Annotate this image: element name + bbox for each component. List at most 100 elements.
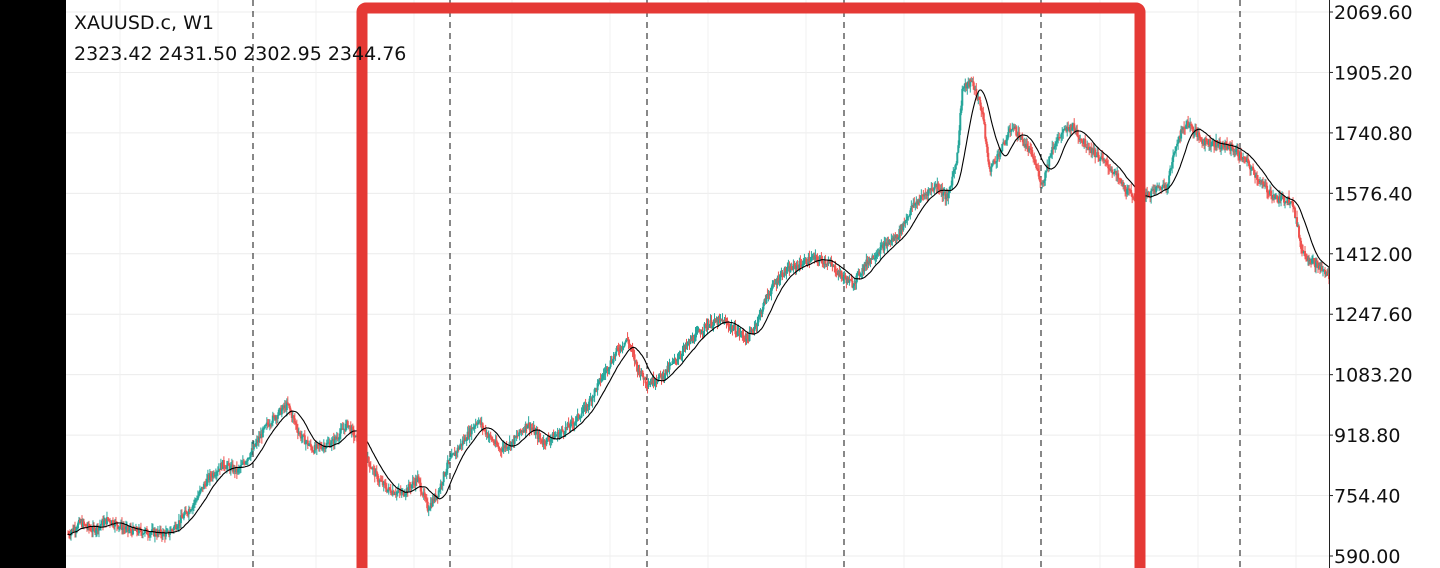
candle-body: [886, 242, 889, 247]
candle-body: [400, 491, 403, 494]
candle-body: [1034, 159, 1037, 164]
candle-body: [586, 404, 589, 407]
candle-body: [261, 428, 264, 438]
candle-body: [872, 255, 875, 259]
candle-body: [1209, 139, 1212, 147]
candle-body: [298, 432, 301, 434]
candle-body: [329, 444, 332, 447]
candle-body: [1243, 156, 1246, 158]
candle-body: [550, 437, 553, 440]
candle-body: [693, 340, 696, 342]
candle-body: [121, 527, 124, 531]
candle-body: [418, 479, 421, 483]
candle-body: [526, 425, 529, 429]
candle-body: [547, 437, 550, 440]
candle-body: [951, 176, 954, 186]
candle-body: [386, 489, 389, 492]
candle-body: [1263, 183, 1266, 187]
candle-body: [352, 429, 355, 437]
candle-body: [680, 355, 683, 357]
candle-body: [402, 491, 405, 496]
candle-body: [191, 505, 194, 509]
candle-body: [749, 331, 752, 333]
candle-body: [1290, 201, 1293, 204]
candle-body: [169, 529, 172, 533]
candle-body: [368, 462, 371, 468]
candle-body: [824, 260, 827, 265]
candle-body: [92, 526, 95, 528]
candle-body: [559, 431, 562, 434]
candle-body: [614, 352, 617, 357]
candle-body: [150, 529, 153, 533]
candle-body: [948, 190, 951, 194]
candle-body: [437, 490, 440, 498]
candle-body: [1220, 147, 1223, 149]
candle-body: [472, 426, 475, 429]
candle-body: [1010, 130, 1013, 132]
candle-body: [111, 520, 114, 526]
candle-body: [1067, 127, 1070, 129]
header-separator: ,: [171, 12, 184, 34]
candle-body: [992, 160, 995, 164]
candle-body: [190, 508, 193, 510]
candle-body: [969, 79, 972, 87]
candle-body: [404, 493, 407, 496]
candle-body: [344, 423, 347, 431]
candle-body: [613, 356, 616, 358]
candle-body: [87, 523, 90, 529]
candle-body: [1165, 185, 1168, 189]
candle-body: [686, 343, 689, 347]
candle-body: [75, 528, 78, 530]
price-axis[interactable]: 2069.60 1905.20 1740.80 1576.40 1412.00 1247.…: [1329, 2, 1413, 568]
candle-body: [1045, 170, 1048, 173]
candle-body: [244, 461, 247, 464]
candle-body: [1306, 257, 1309, 260]
candle-body: [601, 374, 604, 379]
candle-body: [300, 437, 303, 439]
candle-body: [629, 344, 632, 348]
candle-body: [803, 260, 806, 264]
candle-body: [1111, 169, 1114, 172]
candle-body: [890, 240, 893, 243]
candle-body: [1192, 126, 1195, 133]
candle-body: [996, 154, 999, 162]
candle-body: [1294, 208, 1297, 219]
candle-body: [143, 529, 146, 534]
candle-body: [854, 282, 857, 284]
candle-body: [851, 280, 854, 288]
candle-body: [1274, 196, 1277, 199]
candle-body: [1237, 149, 1240, 157]
candle-body: [588, 398, 591, 406]
y-tick-label: 1740.80: [1334, 123, 1413, 145]
candle-body: [1131, 193, 1134, 198]
candle-body: [461, 440, 464, 446]
candle-body: [1173, 152, 1176, 156]
candle-body: [1169, 168, 1172, 176]
candle-body: [93, 527, 96, 533]
candle-body: [789, 266, 792, 273]
candle-body: [465, 439, 468, 441]
candle-body: [1267, 192, 1270, 194]
candle-body: [718, 317, 721, 320]
candle-body: [778, 280, 781, 283]
candle-body: [131, 526, 134, 535]
candle-body: [179, 515, 182, 524]
candle-body: [423, 492, 426, 498]
candle-body: [227, 462, 230, 466]
candle-body: [729, 327, 732, 329]
candle-body: [295, 424, 298, 429]
candle-body: [336, 437, 339, 439]
candle-body: [1056, 140, 1059, 143]
candle-body: [1257, 179, 1260, 181]
candle-body: [407, 484, 410, 492]
candle-body: [449, 457, 452, 459]
candle-body: [919, 199, 922, 203]
candle-body: [1150, 190, 1153, 198]
candle-body: [1061, 132, 1064, 135]
candle-body: [859, 275, 862, 277]
candle-body: [501, 448, 504, 452]
candle-body: [142, 533, 145, 535]
candle-body: [993, 160, 996, 162]
candle-body: [674, 358, 677, 360]
